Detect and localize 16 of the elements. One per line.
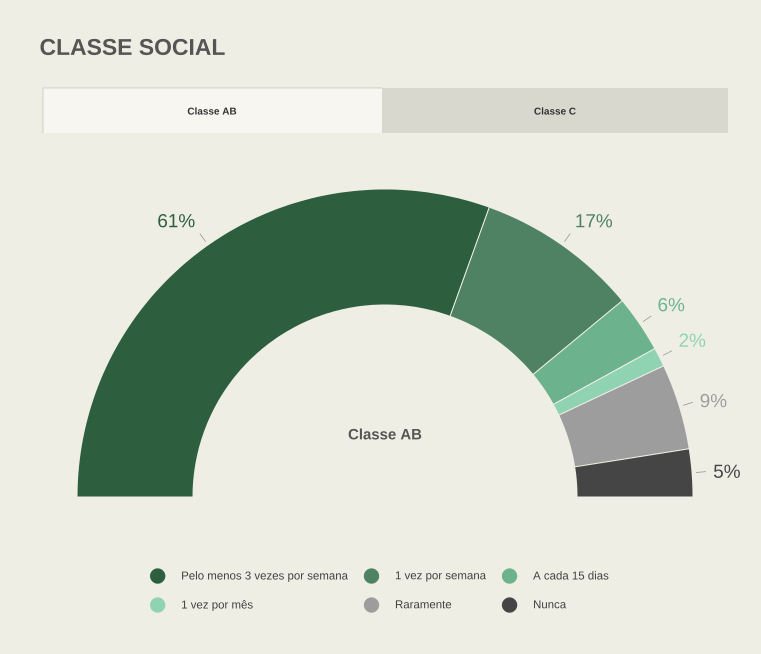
data-label: 61% (158, 214, 195, 228)
legend-label: 1 vez por semana (396, 571, 486, 582)
text: Classe AB (188, 107, 236, 115)
legend-label: Nunca (534, 600, 566, 608)
legend-label: A cada 15 dias (533, 571, 608, 580)
legend-label: 1 vez por mês (182, 600, 253, 611)
chart-title: CLASSE SOCIAL (40, 38, 225, 56)
text: Classe AB (348, 428, 422, 440)
legend-label: Pelo menos 3 vezes por semana (182, 571, 348, 582)
data-label: 17% (576, 214, 612, 228)
legend-label: Raramente (396, 600, 452, 608)
data-label: 2% (679, 334, 706, 347)
data-label: 5% (714, 464, 740, 478)
text: Classe C (534, 107, 576, 115)
data-label: 6% (658, 298, 684, 312)
data-label: 9% (700, 394, 726, 408)
